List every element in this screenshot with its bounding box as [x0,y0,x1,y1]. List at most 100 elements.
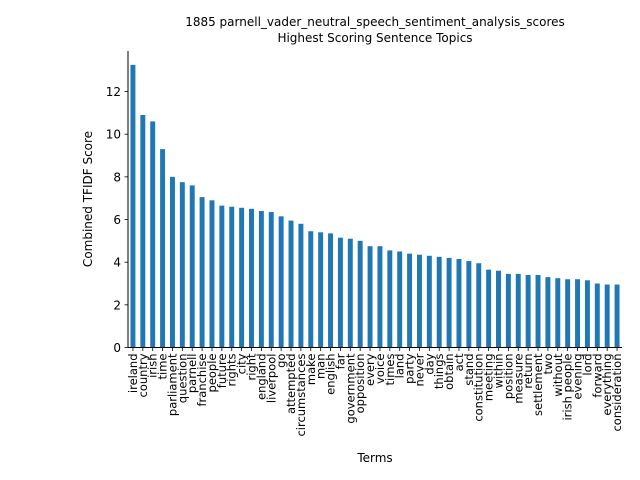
x-tick-label: parnell [185,354,199,394]
bar-go [278,216,284,348]
bar-question [179,182,185,348]
x-tick-label: party [403,353,417,384]
x-tick-label: irish [146,354,160,378]
x-tick-label: opposition [353,354,367,414]
x-tick-label: without [551,353,565,397]
x-tick-label: question [175,354,189,404]
bar-liverpool [268,212,274,348]
x-tick-label: forward [590,354,604,398]
x-tick-label: evening [571,354,585,400]
bar-future [219,205,225,348]
bar-circumstances [298,223,304,348]
x-tick-label: attempted [284,354,298,415]
bar-measure [515,273,521,348]
x-tick-label: liverpool [264,354,278,404]
y-tick-label: 2 [113,298,121,312]
bar-people [209,200,215,348]
bar-lord [584,280,590,348]
x-tick-label: consideration [610,354,624,432]
y-tick-label: 12 [106,85,121,99]
x-tick-label: meeting [482,354,496,402]
x-tick-label: measure [511,354,525,404]
bar-forward [594,283,600,348]
x-tick-label: within [492,354,506,389]
bar-voice [377,246,383,348]
bar-everything [604,284,610,348]
bar-attempted [288,220,294,348]
bar-position [505,273,511,348]
x-axis-label: Terms [356,451,392,465]
x-tick-label: return [521,354,535,389]
bar-ireland [130,64,136,348]
x-tick-label: country [136,353,150,397]
x-tick-label: future [215,354,229,389]
x-tick-label: man [314,354,328,380]
bar-things [436,256,442,348]
y-axis: 0 2 4 6 8 10 12 [106,85,128,355]
x-tick-label: franchise [195,354,209,407]
x-tick-label: land [393,354,407,379]
bar-constitution [476,263,482,348]
x-tick-label: circumstances [294,354,308,437]
bar-every [367,246,373,348]
y-tick-label: 8 [113,170,121,184]
bar-never [416,254,422,348]
bar-settlement [535,274,541,348]
bar-parnell [189,185,195,348]
y-axis-label: Combined TFIDF Score [81,131,95,267]
bar-return [525,274,531,348]
x-tick-label: lord [580,354,594,376]
x-tick-label: never [412,353,426,386]
x-tick-label: day [422,353,436,374]
y-tick-label: 0 [113,341,121,355]
bars-group [130,64,620,348]
x-tick-label: voice [373,354,387,384]
x-tick-label: time [156,354,170,380]
x-tick-label: government [343,353,357,424]
bar-far [337,237,343,348]
bar-country [140,114,146,348]
x-tick-label: english [324,354,338,395]
bar-without [555,278,561,348]
x-tick-label: city [235,353,249,374]
x-tick-label: ireland [126,354,140,394]
bar-parliament [169,176,175,348]
x-tick-label: parliament [165,353,179,416]
chart-title-line1: 1885 parnell_vader_neutral_speech_sentim… [185,15,565,29]
bar-within [496,270,501,348]
x-tick-label: every [363,353,377,386]
y-tick-label: 10 [106,128,121,142]
bar-english [328,233,334,348]
x-tick-label: rights [225,353,239,386]
bar-meeting [486,269,492,348]
bar-franchise [199,197,205,348]
bar-consideration [614,284,620,348]
y-tick-label: 6 [113,213,121,227]
bar-times [387,250,393,348]
x-tick-label: people [205,354,219,393]
x-tick-label: two [541,354,555,375]
x-tick-label: right [245,353,259,381]
bar-rights [229,206,235,348]
bar-act [456,258,462,348]
bar-time [160,149,166,348]
x-tick-label: act [452,353,466,371]
bar-government [347,238,353,348]
x-tick-label: obtain [442,354,456,390]
bar-irish [150,121,156,348]
bar-england [258,210,264,348]
bar-two [545,277,551,348]
chart-title-line2: Highest Scoring Sentence Topics [277,31,472,45]
x-tick-label: irish people [561,354,575,421]
x-tick-label: far [333,353,347,369]
x-tick-label: constitution [472,354,486,422]
bar-man [318,232,324,348]
bar-city [239,207,245,348]
bar-party [407,253,413,348]
x-tick-label: go [274,354,288,368]
x-axis: irelandcountryirishtimeparliamentquestio… [126,347,624,437]
bar-right [249,208,254,348]
bar-evening [575,279,581,348]
bar-make [308,231,314,348]
